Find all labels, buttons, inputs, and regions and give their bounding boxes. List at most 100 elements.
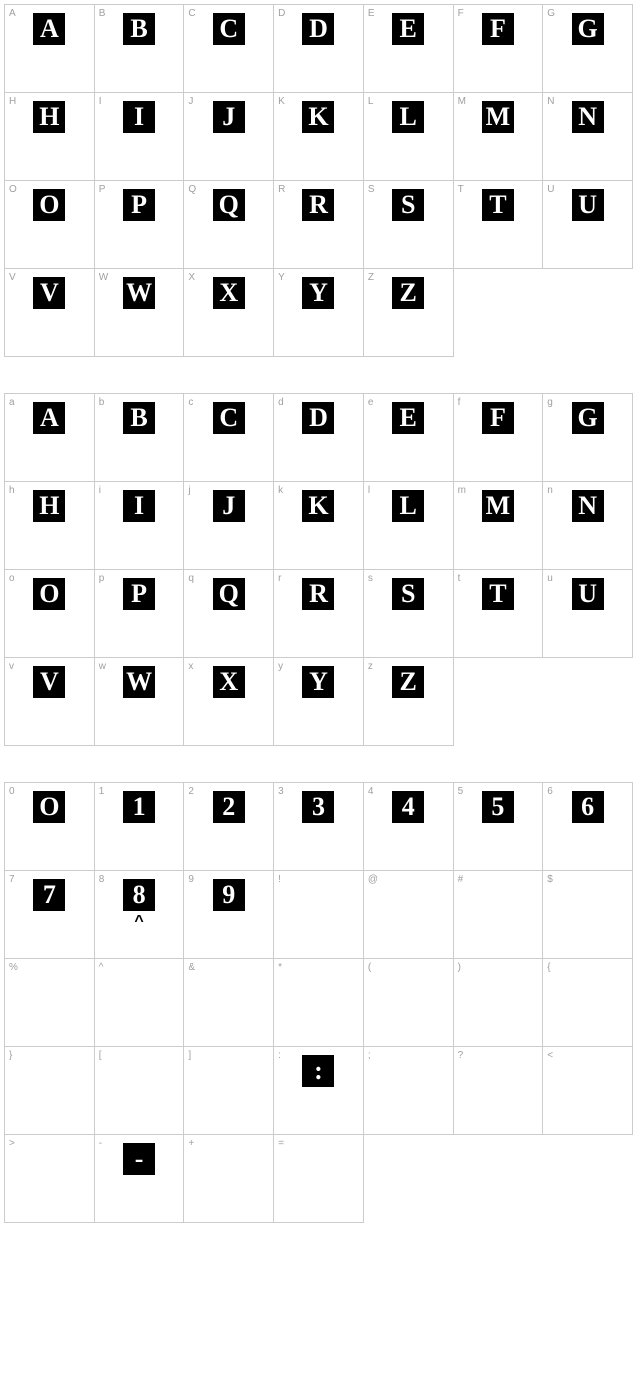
glyph-cell: SS [364, 181, 454, 269]
glyph-container: L [364, 490, 453, 522]
glyph-cell: lL [364, 482, 454, 570]
glyph-container: I [95, 101, 184, 133]
glyph-container: V [5, 666, 94, 698]
glyph-box: D [302, 13, 334, 45]
glyph-cell: KK [274, 93, 364, 181]
glyph-cell: RR [274, 181, 364, 269]
glyph-cell: ! [274, 871, 364, 959]
glyph-cell: jJ [184, 482, 274, 570]
glyph-cell: pP [95, 570, 185, 658]
glyph-cell: fF [454, 394, 544, 482]
glyph-cell: [ [95, 1047, 185, 1135]
glyph-cell: AA [5, 5, 95, 93]
glyph-box: J [213, 101, 245, 133]
glyph-cell: bB [95, 394, 185, 482]
glyph-chart-numbers-symbols: 0O1122334455667788^99!@#$%^&*(){}[]::;?<… [4, 782, 633, 1223]
glyph-box: 3 [302, 791, 334, 823]
glyph-container: N [543, 101, 632, 133]
glyph-cell: BB [95, 5, 185, 93]
glyph-cell: eE [364, 394, 454, 482]
glyph-box: Q [213, 189, 245, 221]
glyph-container: F [454, 13, 543, 45]
glyph-cell: ? [454, 1047, 544, 1135]
glyph-box: Y [302, 277, 334, 309]
glyph-cell: ; [364, 1047, 454, 1135]
glyph-cell: < [543, 1047, 633, 1135]
cell-label: ; [368, 1050, 371, 1061]
glyph-box: 6 [572, 791, 604, 823]
cell-label: [ [99, 1050, 102, 1061]
cell-label: ( [368, 962, 371, 973]
glyph-container: A [5, 13, 94, 45]
glyph-cell: 22 [184, 783, 274, 871]
glyph-box: C [213, 402, 245, 434]
glyph-box: P [123, 578, 155, 610]
glyph-cell: & [184, 959, 274, 1047]
glyph-box: F [482, 402, 514, 434]
glyph-container: N [543, 490, 632, 522]
glyph-cell: 66 [543, 783, 633, 871]
glyph-container: T [454, 578, 543, 610]
glyph-container: W [95, 666, 184, 698]
glyph-container: 4 [364, 791, 453, 823]
cell-label: $ [547, 874, 553, 885]
glyph-container: B [95, 13, 184, 45]
glyph-container: G [543, 13, 632, 45]
glyph-cell: ( [364, 959, 454, 1047]
glyph-box: I [123, 101, 155, 133]
glyph-box: C [213, 13, 245, 45]
glyph-container: O [5, 578, 94, 610]
glyph-container: H [5, 101, 94, 133]
glyph-cell: 77 [5, 871, 95, 959]
glyph-box: G [572, 13, 604, 45]
glyph-cell: zZ [364, 658, 454, 746]
glyph-chart-uppercase: AABBCCDDEEFFGGHHIIJJKKLLMMNNOOPPQQRRSSTT… [4, 4, 633, 357]
glyph-box: N [572, 490, 604, 522]
glyph-cell: yY [274, 658, 364, 746]
glyph-box: I [123, 490, 155, 522]
glyph-box: W [123, 666, 155, 698]
glyph-box: Z [392, 277, 424, 309]
glyph-box: U [572, 578, 604, 610]
glyph-box: 4 [392, 791, 424, 823]
glyph-box: S [392, 578, 424, 610]
glyph-cell: ) [454, 959, 544, 1047]
glyph-box: V [33, 277, 65, 309]
glyph-container: 9 [184, 879, 273, 911]
glyph-cell: GG [543, 5, 633, 93]
glyph-cell: CC [184, 5, 274, 93]
glyph-container: 5 [454, 791, 543, 823]
glyph-container: - [95, 1143, 184, 1175]
glyph-cell: * [274, 959, 364, 1047]
glyph-cell: cC [184, 394, 274, 482]
glyph-cell: 33 [274, 783, 364, 871]
caret-mark: ^ [95, 913, 184, 931]
glyph-cell: XX [184, 269, 274, 357]
glyph-cell: WW [95, 269, 185, 357]
glyph-cell: = [274, 1135, 364, 1223]
glyph-cell: # [454, 871, 544, 959]
glyph-cell: 88^ [95, 871, 185, 959]
cell-label: * [278, 962, 282, 973]
glyph-container: Q [184, 189, 273, 221]
cell-label: ! [278, 874, 281, 885]
glyph-cell: 55 [454, 783, 544, 871]
glyph-box: B [123, 13, 155, 45]
glyph-box: L [392, 101, 424, 133]
glyph-box: 5 [482, 791, 514, 823]
glyph-cell: ^ [95, 959, 185, 1047]
glyph-container: I [95, 490, 184, 522]
glyph-cell: mM [454, 482, 544, 570]
glyph-container: O [5, 791, 94, 823]
glyph-container: Z [364, 277, 453, 309]
glyph-cell: } [5, 1047, 95, 1135]
glyph-container: K [274, 490, 363, 522]
glyph-box: H [33, 101, 65, 133]
glyph-cell: xX [184, 658, 274, 746]
glyph-cell: iI [95, 482, 185, 570]
glyph-container: X [184, 277, 273, 309]
glyph-cell: kK [274, 482, 364, 570]
glyph-box: 9 [213, 879, 245, 911]
cell-label: # [458, 874, 464, 885]
glyph-cell: ] [184, 1047, 274, 1135]
